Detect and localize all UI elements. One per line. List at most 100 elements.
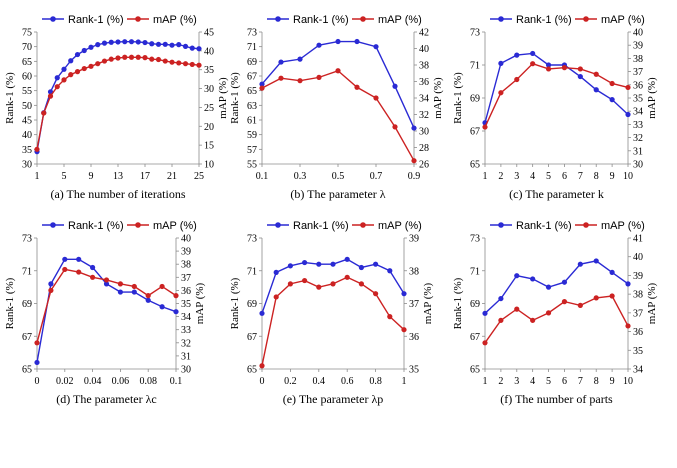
- map-series-line: [484, 295, 629, 344]
- rank1-data-point: [145, 297, 151, 303]
- y-left-tick-label: 71: [470, 266, 480, 277]
- map-data-point: [68, 72, 74, 78]
- y-axis-right-label: mAP (%): [646, 282, 658, 324]
- y-left-tick-label: 67: [247, 72, 257, 83]
- map-data-point: [278, 75, 284, 81]
- legend-map-marker: [135, 16, 141, 22]
- x-tick-label: 0.06: [112, 376, 130, 387]
- y-left-tick-label: 60: [22, 72, 32, 83]
- map-data-point: [108, 56, 114, 62]
- rank1-data-point: [62, 256, 68, 262]
- legend-rank1-marker: [498, 16, 504, 22]
- y-right-tick-label: 38: [419, 61, 429, 72]
- y-left-tick-label: 75: [22, 28, 32, 39]
- y-axis-right-label: mAP (%): [194, 282, 206, 324]
- map-data-point: [142, 55, 148, 61]
- map-series-line: [484, 62, 629, 128]
- y-axis-right-label: mAP (%): [217, 77, 229, 119]
- y-left-tick-label: 35: [22, 145, 32, 156]
- legend-label: Rank-1 (%): [293, 220, 349, 232]
- y-right-tick-label: 39: [633, 41, 643, 52]
- x-tick-label: 1: [35, 171, 40, 182]
- x-tick-label: 9: [89, 171, 94, 182]
- rank1-data-point: [101, 40, 108, 46]
- rank1-data-point: [392, 83, 398, 89]
- map-data-point: [103, 277, 110, 283]
- rank1-data-point: [373, 261, 379, 267]
- rank1-data-point: [625, 281, 631, 287]
- rank1-data-point: [196, 46, 202, 52]
- rank1-data-point: [128, 39, 135, 45]
- map-data-point: [149, 56, 155, 62]
- rank1-data-point: [88, 44, 94, 50]
- map-data-point: [330, 281, 336, 287]
- map-series-line: [261, 69, 415, 162]
- chart-panel-1: 1 5 9 13 17 21 2530354045505560657075101520253…: [4, 14, 229, 201]
- rank1-data-point: [48, 281, 54, 287]
- rank1-data-point: [498, 60, 504, 66]
- y-left-tick-label: 45: [22, 116, 32, 127]
- map-data-point: [373, 95, 379, 101]
- map-data-point: [625, 323, 631, 329]
- map-data-point: [387, 314, 393, 320]
- x-tick-label: 1: [483, 171, 488, 182]
- y-right-tick-label: 33: [633, 120, 643, 131]
- y-axis-left-label: Rank-1 (%): [229, 72, 241, 124]
- y-left-tick-label: 73: [470, 234, 480, 245]
- y-right-tick-label: 38: [181, 260, 191, 271]
- map-data-point: [182, 61, 189, 67]
- rank1-data-point: [593, 87, 599, 93]
- map-data-point: [273, 294, 279, 300]
- rank1-series-line: [484, 52, 629, 123]
- rank1-data-point: [81, 47, 87, 54]
- legend-map-marker: [135, 222, 141, 228]
- y-left-tick-label: 69: [247, 57, 257, 68]
- y-left-tick-label: 50: [22, 101, 32, 112]
- y-axis-left-label: Rank-1 (%): [452, 72, 464, 124]
- x-tick-label: 10: [623, 171, 633, 182]
- x-tick-label: 5: [62, 171, 67, 182]
- y-right-tick-label: 34: [633, 107, 643, 118]
- y-left-tick-label: 71: [247, 266, 257, 277]
- x-tick-label: 8: [594, 376, 599, 387]
- y-right-tick-label: 20: [204, 122, 214, 133]
- x-tick-label: 10: [623, 376, 633, 387]
- y-left-tick-label: 65: [247, 86, 257, 97]
- x-tick-label: 13: [113, 171, 123, 182]
- x-tick-label: 3: [514, 376, 519, 387]
- y-right-tick-label: 34: [633, 365, 643, 376]
- legend-label: Rank-1 (%): [516, 14, 572, 26]
- rank1-data-point: [330, 261, 336, 267]
- rank1-series-line: [36, 258, 177, 363]
- rank1-data-point: [34, 359, 40, 366]
- x-tick-label: 1: [483, 376, 488, 387]
- y-right-tick-label: 36: [409, 332, 419, 343]
- y-left-tick-label: 55: [22, 86, 32, 97]
- rank1-data-point: [108, 39, 114, 45]
- map-data-point: [90, 274, 96, 280]
- y-right-tick-label: 39: [181, 247, 191, 258]
- rank1-data-point: [135, 39, 141, 45]
- x-tick-label: 9: [610, 376, 615, 387]
- x-tick-label: 4: [530, 376, 535, 387]
- y-right-tick-label: 38: [633, 54, 643, 65]
- panel-caption: (f) The number of parts: [500, 392, 613, 406]
- map-data-point: [302, 277, 308, 284]
- rank1-data-point: [411, 125, 417, 131]
- map-data-point: [259, 363, 265, 369]
- y-left-tick-label: 30: [22, 160, 32, 171]
- map-data-point: [47, 93, 54, 99]
- legend-map-marker: [360, 222, 366, 228]
- rank1-data-point: [182, 43, 189, 49]
- map-data-point: [316, 74, 322, 80]
- rank1-series-line: [261, 40, 415, 129]
- x-tick-label: 0.3: [294, 171, 307, 182]
- rank1-data-point: [577, 261, 583, 267]
- map-data-point: [135, 54, 141, 60]
- x-tick-label: 0.2: [284, 376, 297, 387]
- y-axis-right-label: mAP (%): [432, 77, 444, 119]
- y-left-tick-label: 73: [470, 28, 480, 39]
- chart-legend: Rank-1 (%) mAP (%): [42, 220, 197, 232]
- legend-map-marker: [583, 16, 589, 22]
